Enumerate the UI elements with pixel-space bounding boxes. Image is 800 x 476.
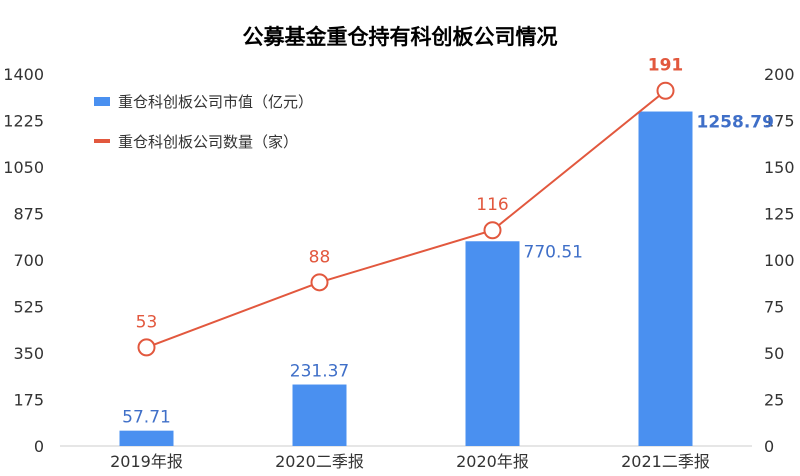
y-left-tick-label: 1400: [3, 65, 44, 84]
bar: [465, 241, 520, 446]
chart-title: 公募基金重仓持有科创板公司情况: [243, 25, 558, 49]
line-point: [310, 273, 329, 292]
y-left-tick-label: 350: [13, 344, 44, 363]
y-right-tick-label: 125: [764, 205, 795, 224]
legend-label: 重仓科创板公司数量（家）: [118, 133, 298, 151]
line-data-label: 53: [136, 312, 158, 332]
bar: [292, 384, 347, 446]
legend-swatch-line: [94, 139, 110, 143]
bar-data-label: 770.51: [524, 242, 583, 262]
bar: [119, 430, 174, 446]
line-data-label: 191: [648, 56, 684, 76]
y-right-tick-label: 175: [764, 112, 795, 131]
bar: [638, 111, 693, 446]
x-tick-label: 2019年报: [110, 452, 183, 471]
y-left-tick-label: 0: [34, 437, 44, 456]
y-left-tick-label: 1050: [3, 158, 44, 177]
y-right-tick-label: 75: [764, 298, 784, 317]
y-left-tick-label: 1225: [3, 112, 44, 131]
legend-label: 重仓科创板公司市值（亿元）: [118, 93, 313, 111]
series-line: [146, 89, 667, 349]
legend-swatch-bar: [94, 97, 110, 106]
y-left-tick-label: 175: [13, 391, 44, 410]
line-data-label: 116: [476, 195, 508, 215]
bar-data-label: 1258.79: [697, 113, 774, 133]
line-point: [656, 81, 675, 100]
y-right-tick-label: 0: [764, 437, 774, 456]
bar-data-label: 231.37: [290, 362, 349, 382]
y-right-tick-label: 50: [764, 344, 784, 363]
y-left-tick-label: 525: [13, 298, 44, 317]
axes: 0 175 350 525 700 875 1050 1225 1400 0 25 50 75 100 12…: [3, 65, 794, 471]
y-right-tick-label: 25: [764, 391, 784, 410]
legend: 重仓科创板公司市值（亿元） 重仓科创板公司数量（家）: [94, 93, 313, 151]
line-point: [483, 221, 502, 240]
data-labels: 57.71 231.37 770.51 1258.79 53 88 116 191: [122, 56, 774, 428]
x-tick-label: 2020二季报: [275, 452, 364, 471]
line-data-label: 88: [309, 247, 331, 267]
bar-series: [119, 111, 693, 446]
y-right-tick-label: 150: [764, 158, 795, 177]
y-left-tick-label: 700: [13, 251, 44, 270]
line-point: [137, 338, 156, 357]
y-left-tick-label: 875: [13, 205, 44, 224]
y-right-tick-label: 200: [764, 65, 795, 84]
bar-data-label: 57.71: [122, 408, 171, 428]
x-tick-label: 2021二季报: [621, 452, 710, 471]
line-series: [137, 81, 675, 357]
y-right-tick-label: 100: [764, 251, 795, 270]
x-tick-label: 2020年报: [456, 452, 529, 471]
